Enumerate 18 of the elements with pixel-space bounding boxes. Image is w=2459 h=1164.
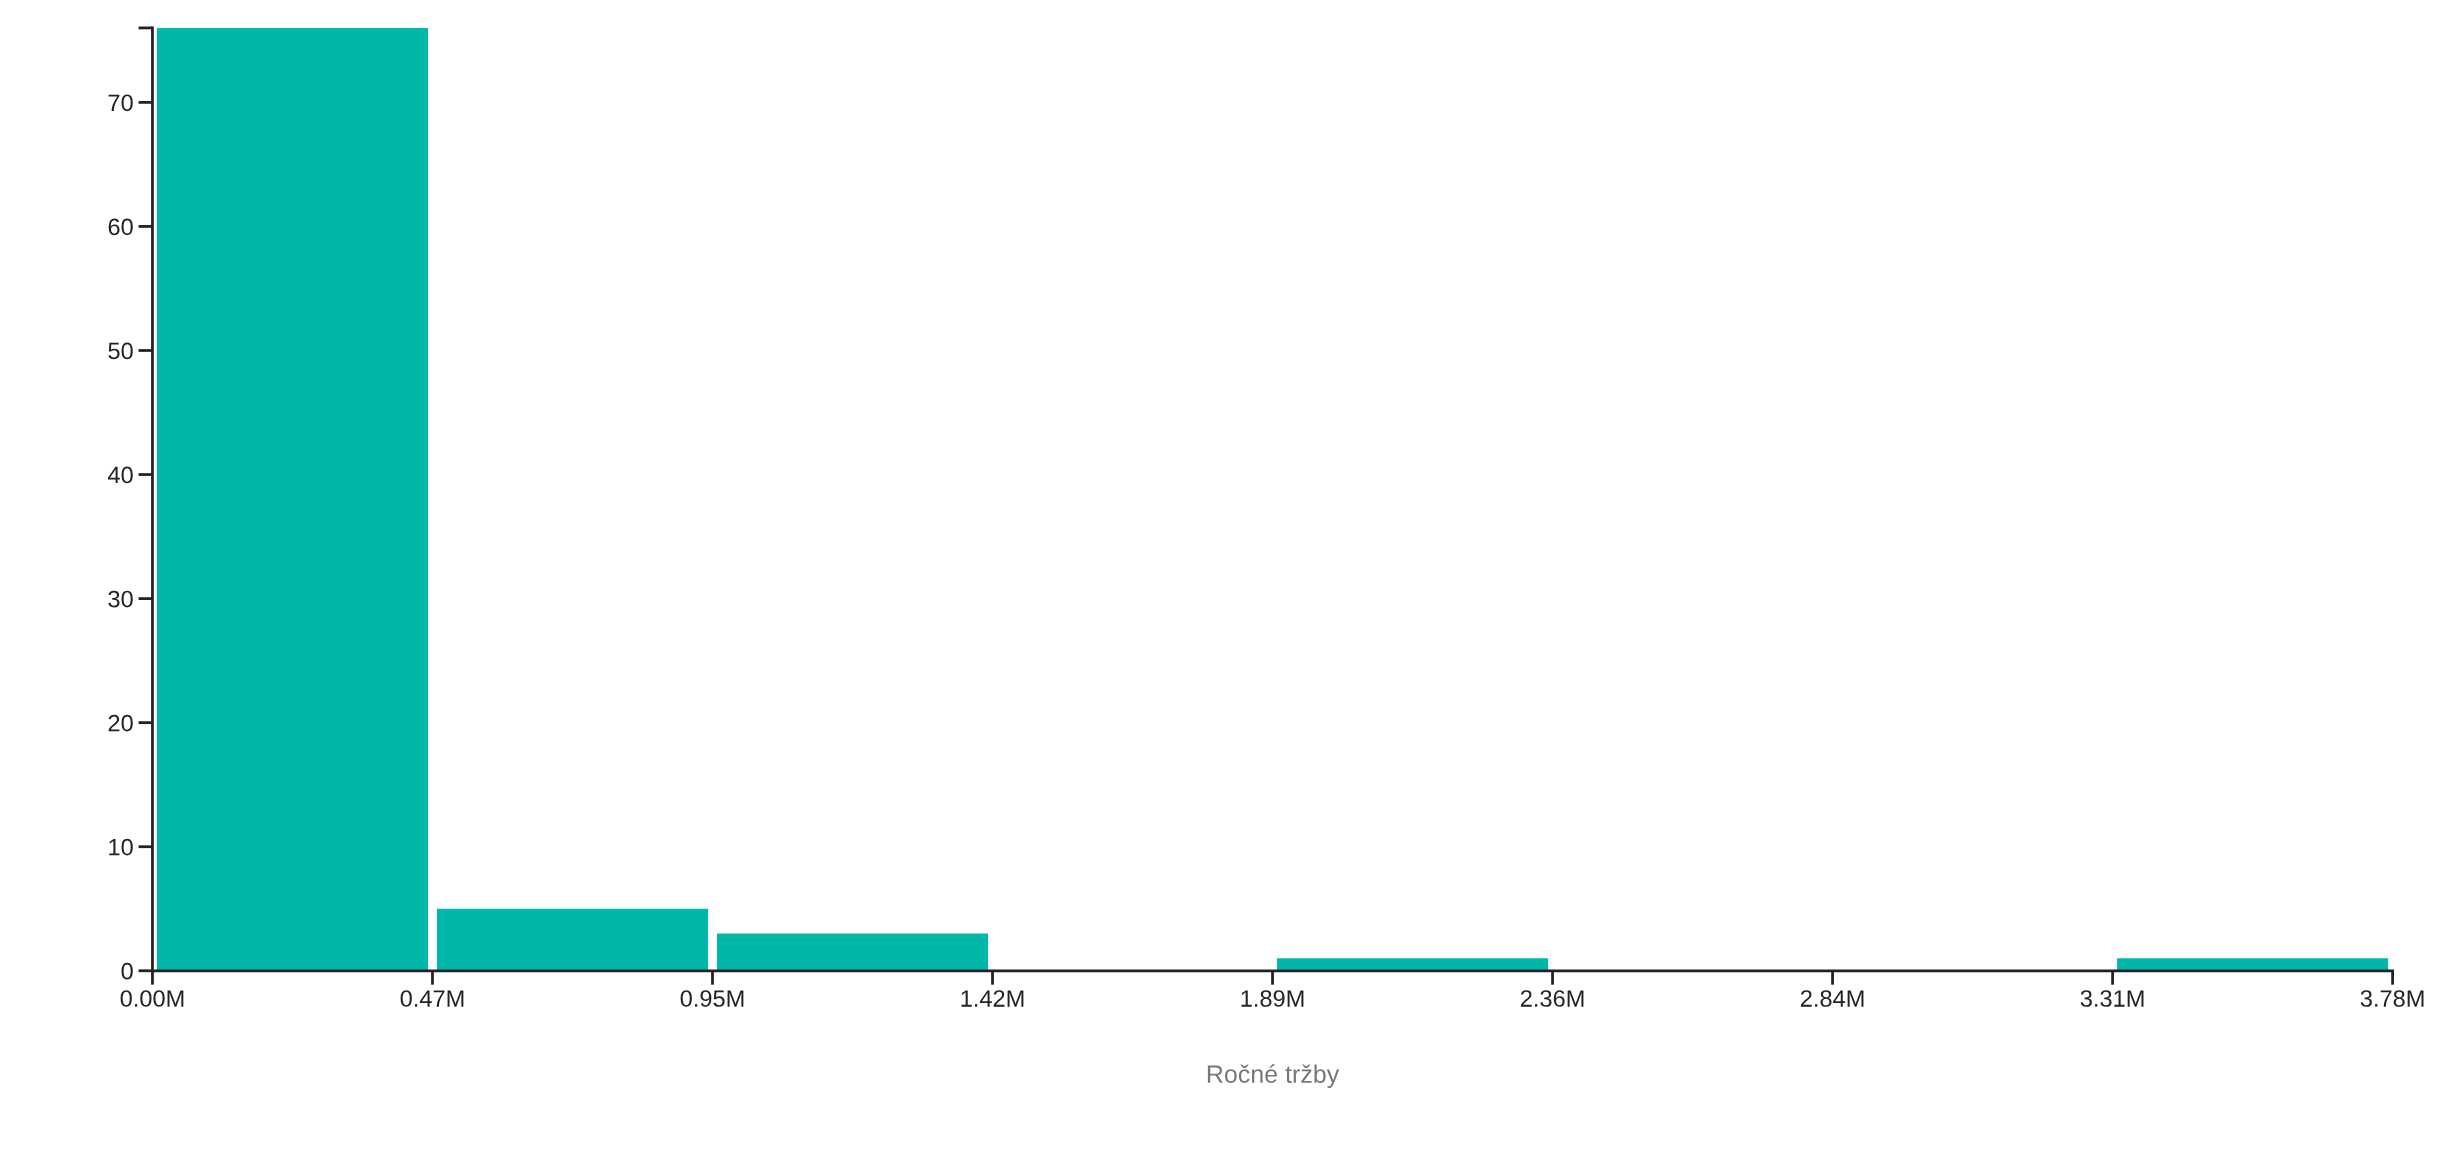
x-tick-label: 3.78M bbox=[2360, 990, 2424, 1007]
x-tick-label: 0.00M bbox=[120, 990, 184, 1007]
x-tick-label: 2.84M bbox=[1800, 990, 1864, 1007]
x-tick-label: 1.89M bbox=[1241, 990, 1304, 1007]
x-tick-label: 0.47M bbox=[400, 990, 464, 1007]
y-tick-label: 50 bbox=[108, 342, 133, 360]
x-tick-label: 3.31M bbox=[2080, 990, 2144, 1007]
x-tick-label: 2.36M bbox=[1520, 990, 1584, 1007]
y-tick-label: 70 bbox=[108, 94, 133, 112]
x-tick-label: 1.42M bbox=[961, 990, 1024, 1007]
y-tick-label: 0 bbox=[121, 962, 133, 980]
y-tick-label: 20 bbox=[108, 714, 133, 732]
x-axis-title: Ročné tržby bbox=[1207, 1064, 1340, 1088]
x-tick-label: 0.95M bbox=[680, 990, 744, 1007]
y-tick-label: 60 bbox=[108, 218, 133, 236]
y-tick-label: 10 bbox=[109, 838, 133, 856]
y-tick-label: 40 bbox=[107, 466, 133, 484]
y-tick-label: 30 bbox=[108, 590, 133, 608]
